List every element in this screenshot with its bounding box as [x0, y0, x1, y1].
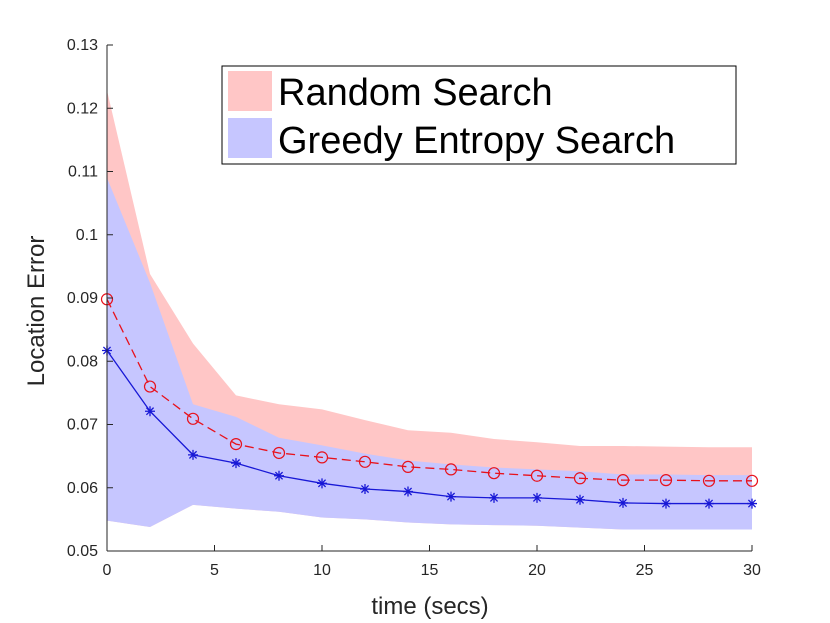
y-tick-label: 0.05 — [67, 543, 98, 560]
y-tick-label: 0.13 — [67, 37, 98, 54]
legend-swatch-random-search — [228, 71, 272, 111]
point-random-search — [272, 446, 286, 460]
axis-ticks: 0 5 10 15 20 25 30 0.05 0.06 0.07 0.08 0.09 0.1 0.11 0… — [67, 37, 761, 579]
point-greedy-entropy-search — [575, 494, 585, 505]
x-tick-label: 10 — [313, 562, 331, 579]
point-random-search — [358, 455, 372, 468]
x-tick-label: 5 — [210, 562, 219, 579]
point-greedy-entropy-search — [231, 458, 241, 469]
legend-swatch-greedy-entropy-search — [228, 118, 272, 158]
x-tick-label: 30 — [743, 562, 761, 579]
legend-label-greedy-entropy-search: Greedy Entropy Search — [278, 120, 675, 162]
x-tick-label: 0 — [103, 562, 112, 579]
x-axis-title: time (secs) — [371, 593, 488, 620]
point-greedy-entropy-search — [188, 449, 198, 460]
point-random-search — [702, 474, 716, 487]
point-random-search — [229, 438, 243, 451]
y-tick-label: 0.12 — [67, 100, 98, 117]
point-random-search — [315, 451, 329, 464]
legend-box — [221, 65, 737, 165]
point-greedy-entropy-search — [618, 497, 628, 508]
point-greedy-entropy-search — [704, 498, 714, 509]
band-greedy-entropy-search — [107, 177, 752, 530]
point-random-search — [444, 463, 458, 476]
point-random-search — [573, 472, 587, 485]
point-random-search — [530, 469, 544, 482]
band-random-search — [107, 90, 752, 530]
point-greedy-entropy-search — [489, 492, 499, 503]
point-random-search — [659, 474, 673, 487]
point-random-search — [487, 467, 501, 480]
x-tick-label: 20 — [528, 562, 546, 579]
y-tick-label: 0.08 — [67, 353, 98, 370]
confidence-bands — [107, 90, 752, 530]
point-random-search — [745, 474, 759, 487]
point-greedy-entropy-search — [532, 492, 542, 503]
point-greedy-entropy-search — [661, 498, 671, 509]
series-lines — [106, 298, 752, 505]
legend: Random Search Greedy Entropy Search — [221, 65, 737, 165]
y-axis-title: Location Error — [23, 236, 50, 387]
point-greedy-entropy-search — [446, 491, 456, 502]
y-tick-label: 0.06 — [67, 480, 98, 497]
x-tick-label: 25 — [636, 562, 654, 579]
legend-label-random-search: Random Search — [278, 72, 553, 114]
point-greedy-entropy-search — [360, 484, 370, 495]
point-greedy-entropy-search — [317, 478, 327, 489]
line-greedy-entropy-search — [106, 350, 752, 505]
x-tick-label: 15 — [421, 562, 439, 579]
point-random-search — [143, 380, 157, 393]
y-tick-label: 0.1 — [76, 227, 98, 244]
y-tick-label: 0.09 — [67, 290, 98, 307]
point-greedy-entropy-search — [274, 470, 284, 481]
point-random-search — [186, 412, 200, 425]
point-random-search — [616, 474, 630, 487]
point-greedy-entropy-search — [747, 498, 757, 509]
point-greedy-entropy-search — [403, 486, 413, 497]
y-tick-label: 0.07 — [67, 417, 98, 434]
line-random-search — [106, 298, 752, 482]
point-greedy-entropy-search — [145, 406, 155, 417]
y-tick-label: 0.11 — [68, 164, 98, 181]
point-random-search — [401, 460, 415, 473]
